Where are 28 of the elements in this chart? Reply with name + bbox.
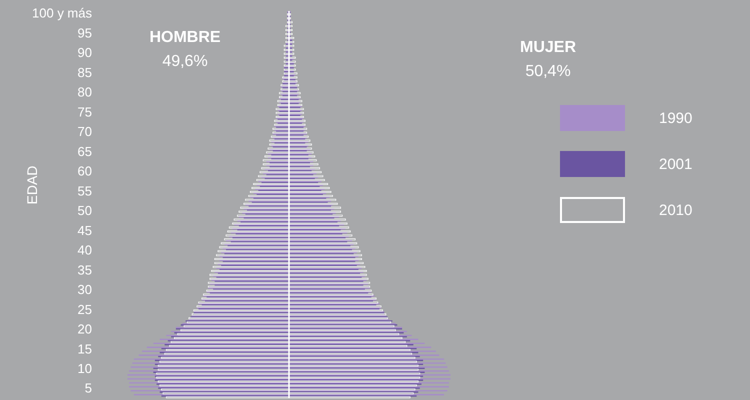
y-tick-label: 90 [78,45,92,60]
y-tick-label: 50 [78,203,92,218]
text: 50,4% [525,63,571,80]
y-tick-label: 40 [78,242,92,258]
legend-label: 2010 [659,202,692,218]
y-tick-label: 10 [78,361,92,376]
y-tick-label: 5 [84,380,92,396]
y-tick-label: 95 [78,25,92,40]
annotation: HOMBRE [149,29,221,46]
y-tick-label: 75 [78,104,92,120]
y-tick-label: 35 [78,262,92,278]
y-tick-label: 55 [78,183,92,198]
y-tick-label: 30 [78,282,92,298]
y-axis-title: EDAD [24,166,40,204]
y-tick-label: 25 [78,302,92,317]
y-tick-label: 60 [78,164,92,179]
legend-label: 2001 [659,156,692,172]
y-tick-label: 70 [78,124,92,140]
legend-label: 1990 [659,110,692,126]
y-tick-label: 80 [78,84,92,100]
text: MUJER [520,39,576,56]
y-tick-label: 45 [78,222,92,238]
y-tick-label: 65 [78,144,92,159]
annotation: 49,6% [162,53,208,70]
y-tick-label: 20 [78,322,92,337]
y-tick-label: 100 y más [32,6,92,21]
y-tick-label: 15 [78,341,92,356]
y-tick-label: 85 [78,64,92,80]
